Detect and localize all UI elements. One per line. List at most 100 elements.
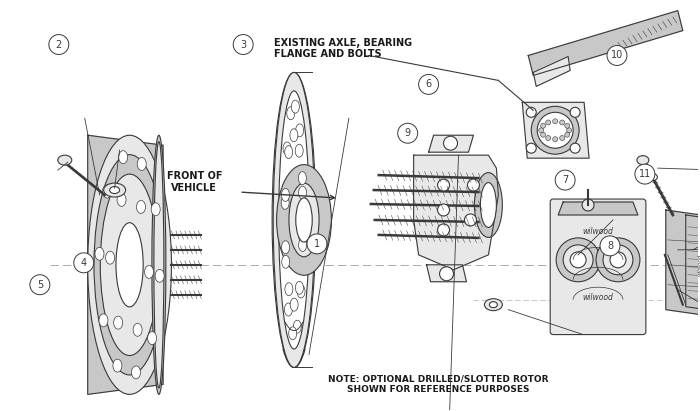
Ellipse shape	[119, 151, 127, 164]
Ellipse shape	[293, 320, 301, 333]
Circle shape	[556, 238, 600, 282]
Ellipse shape	[272, 72, 316, 367]
Circle shape	[419, 74, 439, 95]
Polygon shape	[666, 210, 700, 315]
Ellipse shape	[110, 187, 120, 194]
FancyBboxPatch shape	[550, 199, 646, 335]
Circle shape	[607, 46, 627, 65]
Polygon shape	[88, 135, 163, 395]
Ellipse shape	[117, 193, 126, 206]
Ellipse shape	[475, 173, 503, 238]
Circle shape	[526, 107, 536, 117]
Ellipse shape	[299, 231, 307, 244]
Circle shape	[570, 143, 580, 153]
Ellipse shape	[295, 144, 303, 157]
Circle shape	[570, 107, 580, 117]
Ellipse shape	[281, 255, 290, 268]
Ellipse shape	[113, 359, 122, 372]
Circle shape	[560, 120, 565, 125]
Text: 1: 1	[314, 239, 320, 249]
Text: 5: 5	[36, 280, 43, 290]
Ellipse shape	[281, 241, 290, 254]
Ellipse shape	[295, 124, 304, 137]
Text: NOTE: OPTIONAL DRILLED/SLOTTED ROTOR
SHOWN FOR REFERENCE PURPOSES: NOTE: OPTIONAL DRILLED/SLOTTED ROTOR SHO…	[328, 375, 549, 394]
Ellipse shape	[116, 223, 144, 307]
Text: 9: 9	[405, 128, 411, 138]
Circle shape	[74, 253, 94, 273]
Polygon shape	[428, 135, 473, 152]
Text: 6: 6	[426, 79, 432, 90]
Circle shape	[596, 238, 640, 282]
Ellipse shape	[285, 145, 293, 159]
Ellipse shape	[106, 251, 115, 264]
Ellipse shape	[285, 283, 293, 296]
Ellipse shape	[290, 298, 298, 311]
Ellipse shape	[151, 203, 160, 216]
Circle shape	[560, 136, 565, 141]
Circle shape	[398, 123, 418, 143]
Circle shape	[468, 179, 480, 191]
Circle shape	[635, 164, 655, 184]
Ellipse shape	[281, 196, 289, 209]
Circle shape	[565, 123, 570, 128]
Ellipse shape	[281, 188, 290, 201]
Text: wilwood: wilwood	[697, 254, 700, 276]
Ellipse shape	[297, 285, 305, 298]
Circle shape	[546, 136, 551, 141]
Text: 8: 8	[607, 241, 613, 251]
Text: 2: 2	[56, 39, 62, 50]
Polygon shape	[558, 202, 638, 215]
Ellipse shape	[284, 303, 293, 316]
Circle shape	[49, 35, 69, 55]
Circle shape	[565, 132, 570, 137]
Ellipse shape	[276, 83, 312, 356]
Ellipse shape	[288, 327, 297, 340]
Circle shape	[537, 112, 573, 148]
Circle shape	[444, 136, 458, 150]
Circle shape	[582, 199, 594, 211]
Ellipse shape	[145, 266, 153, 278]
Text: 4: 4	[80, 258, 87, 268]
Circle shape	[438, 179, 449, 191]
Circle shape	[540, 132, 545, 137]
Polygon shape	[414, 155, 498, 270]
Ellipse shape	[296, 198, 312, 242]
Circle shape	[564, 245, 593, 275]
Ellipse shape	[133, 323, 142, 336]
Circle shape	[553, 119, 558, 124]
Text: wilwood: wilwood	[582, 227, 613, 236]
Circle shape	[566, 128, 572, 133]
Circle shape	[233, 35, 253, 55]
Circle shape	[438, 224, 449, 236]
Ellipse shape	[58, 155, 72, 165]
Ellipse shape	[295, 281, 303, 294]
Ellipse shape	[289, 183, 319, 257]
Ellipse shape	[148, 332, 157, 344]
Circle shape	[440, 267, 454, 281]
Ellipse shape	[290, 129, 298, 142]
Circle shape	[600, 236, 620, 256]
Circle shape	[553, 137, 558, 142]
Polygon shape	[426, 265, 466, 282]
Polygon shape	[522, 102, 589, 158]
Ellipse shape	[102, 185, 111, 198]
Circle shape	[555, 170, 575, 190]
Ellipse shape	[648, 173, 657, 180]
Circle shape	[30, 275, 50, 295]
Polygon shape	[699, 218, 700, 308]
Ellipse shape	[283, 142, 291, 155]
Ellipse shape	[291, 100, 300, 113]
Ellipse shape	[299, 238, 307, 252]
Polygon shape	[533, 56, 570, 86]
Text: 7: 7	[562, 175, 568, 185]
Ellipse shape	[298, 186, 307, 199]
Polygon shape	[528, 11, 682, 76]
Ellipse shape	[484, 299, 503, 311]
Ellipse shape	[94, 155, 165, 375]
Ellipse shape	[155, 269, 164, 282]
Circle shape	[465, 214, 477, 226]
Text: EXISTING AXLE, BEARING
FLANGE AND BOLTS: EXISTING AXLE, BEARING FLANGE AND BOLTS	[274, 38, 412, 59]
Ellipse shape	[298, 172, 307, 185]
Ellipse shape	[136, 201, 146, 213]
Circle shape	[570, 252, 586, 268]
